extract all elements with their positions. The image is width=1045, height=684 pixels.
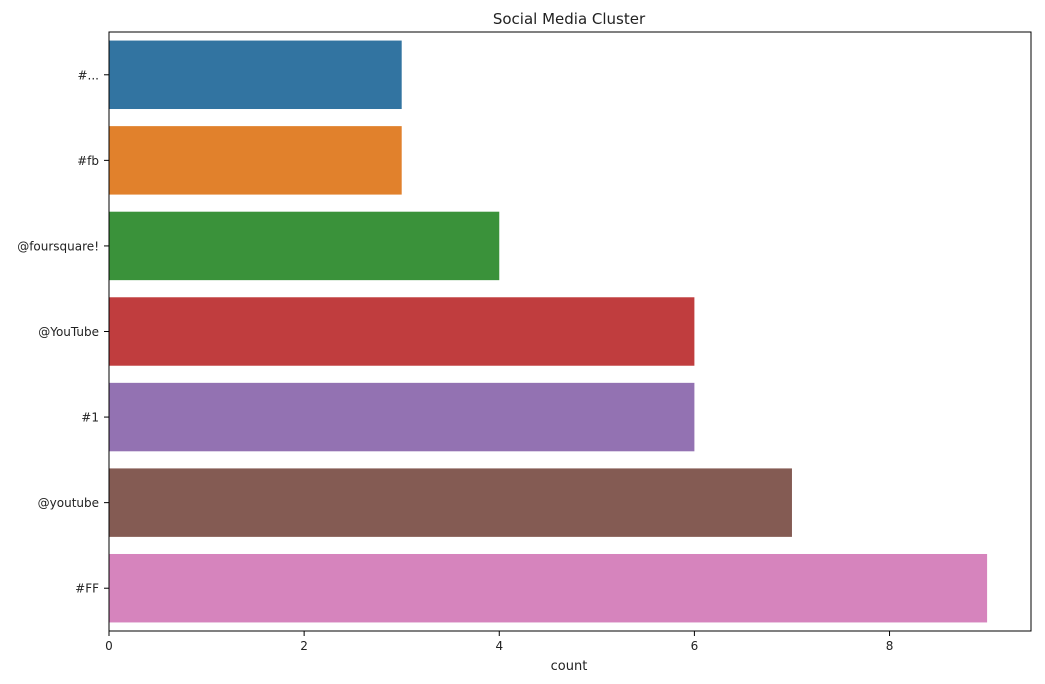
bar xyxy=(109,126,402,195)
bar xyxy=(109,382,695,452)
y-tick-label: @YouTube xyxy=(38,325,99,339)
chart-title: Social Media Cluster xyxy=(493,10,646,28)
bar xyxy=(109,553,988,623)
x-tick-label: 6 xyxy=(691,639,699,653)
x-tick-label: 8 xyxy=(886,639,894,653)
bars-layer xyxy=(109,40,988,623)
y-tick-label: #... xyxy=(78,68,100,82)
y-tick-label: @youtube xyxy=(38,496,99,510)
y-tick-label: #1 xyxy=(81,411,99,425)
y-axis: #... #fb @foursquare! @YouTube #1 @youtube #FF xyxy=(17,68,109,596)
bar xyxy=(109,297,695,366)
x-axis: 0 2 4 6 8 xyxy=(105,631,893,653)
bar xyxy=(109,211,500,281)
x-tick-label: 0 xyxy=(105,639,113,653)
bar xyxy=(109,40,402,110)
x-tick-label: 4 xyxy=(495,639,503,653)
x-tick-label: 2 xyxy=(300,639,308,653)
x-axis-label: count xyxy=(551,659,588,674)
y-tick-label: @foursquare! xyxy=(17,239,99,253)
y-tick-label: #FF xyxy=(75,582,99,596)
y-tick-label: #fb xyxy=(77,154,99,168)
bar xyxy=(109,468,792,537)
